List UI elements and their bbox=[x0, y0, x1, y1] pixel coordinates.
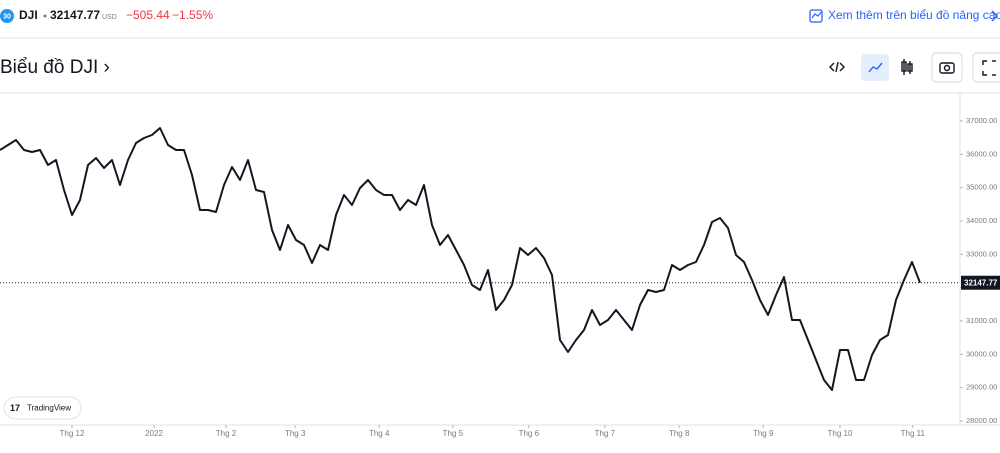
change: −505.44 bbox=[126, 8, 170, 22]
badge-text: 30 bbox=[3, 13, 11, 20]
last-value-box bbox=[961, 275, 1000, 290]
camera-button[interactable] bbox=[931, 52, 963, 83]
x-tick-label: Thg 12 bbox=[60, 429, 85, 438]
y-tick-label: 34000.00 bbox=[966, 216, 997, 225]
y-tick-label: 33000.00 bbox=[966, 249, 997, 258]
link-chevron[interactable] bbox=[991, 10, 999, 22]
price-line bbox=[0, 127, 921, 391]
x-tick-label: Thg 7 bbox=[595, 429, 616, 438]
watermark-logo: 17 bbox=[10, 403, 20, 413]
y-tick-label: 31000.00 bbox=[966, 316, 997, 325]
y-tick-label: 36000.00 bbox=[966, 149, 997, 158]
watermark-pill[interactable] bbox=[3, 396, 82, 420]
fullscreen-corner bbox=[982, 71, 987, 76]
link-icon-line bbox=[811, 11, 822, 19]
link-icon[interactable] bbox=[809, 9, 823, 23]
camera-lens bbox=[943, 64, 951, 72]
x-tick-label: Thg 9 bbox=[753, 429, 774, 438]
x-tick-label: Thg 10 bbox=[828, 429, 853, 438]
last-value-label: 32147.77 bbox=[964, 278, 998, 287]
x-tick-label: Thg 11 bbox=[901, 429, 926, 438]
x-tick-label: 2022 bbox=[145, 429, 163, 438]
currency: USD bbox=[102, 14, 117, 21]
embed-icon-right[interactable] bbox=[839, 62, 845, 72]
fullscreen-corner bbox=[982, 60, 987, 65]
change-pct: −1.55% bbox=[172, 8, 213, 22]
y-tick-label: 37000.00 bbox=[966, 116, 997, 125]
x-tick-label: Thg 6 bbox=[519, 429, 540, 438]
badge bbox=[0, 9, 14, 23]
y-tick-label: 30000.00 bbox=[966, 349, 997, 358]
y-tick-label: 35000.00 bbox=[966, 183, 997, 192]
toolbar-icons bbox=[829, 52, 1000, 83]
x-tick-label: Thg 4 bbox=[369, 429, 390, 438]
line-style-icon[interactable] bbox=[868, 62, 883, 73]
y-tick-label: 28000.00 bbox=[966, 416, 997, 425]
x-tick-label: Thg 3 bbox=[285, 429, 306, 438]
x-tick-label: Thg 5 bbox=[443, 429, 464, 438]
symbol: DJI bbox=[19, 8, 38, 22]
x-tick-label: Thg 8 bbox=[669, 429, 690, 438]
advanced-link[interactable]: Xem thêm trên biểu đồ nâng cao bbox=[828, 8, 1000, 22]
x-tick-label: Thg 2 bbox=[216, 429, 237, 438]
chart-title: Biểu đồ DJI › bbox=[0, 57, 110, 78]
fullscreen-button[interactable] bbox=[972, 52, 1000, 83]
y-tick-label: 29000.00 bbox=[966, 383, 997, 392]
watermark[interactable]: TradingView bbox=[27, 404, 71, 413]
embed-icon-slash[interactable] bbox=[835, 61, 839, 73]
price: 32147.77 bbox=[50, 8, 100, 22]
dot bbox=[43, 14, 47, 18]
embed-icon[interactable] bbox=[829, 62, 835, 72]
camera-icon[interactable] bbox=[939, 62, 955, 74]
